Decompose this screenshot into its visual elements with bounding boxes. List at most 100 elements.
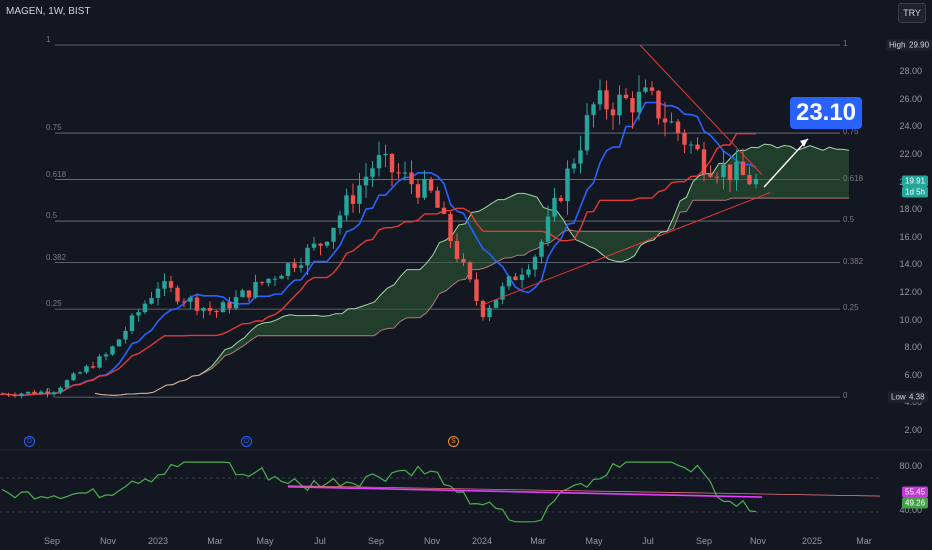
candle-body [734,161,739,181]
candle-body [630,98,635,113]
time-axis-label: Sep [43,536,61,546]
candle-body [604,90,609,110]
rsi-ma-value: 55.45 [902,486,929,498]
candle-body [181,301,187,303]
candle-body [84,366,89,373]
ichimoku-cloud [95,144,849,396]
candle-body [207,307,213,311]
event-marker: S [448,436,459,447]
candle-body [194,297,200,311]
fib-right-label: 1 [843,39,848,48]
target-arrow-line [763,138,809,188]
candle-body [285,263,291,276]
candle-body [266,278,271,283]
candle-body [636,91,642,113]
candle-body [617,94,622,116]
candle-body [565,168,570,202]
candle-body [318,243,323,246]
candle-body [162,281,167,289]
high-label: High [886,39,909,51]
candle-body [623,94,629,99]
candle-body [71,373,76,381]
candle-body [649,87,655,91]
candle-body [747,175,752,185]
candle-body [721,164,726,178]
fib-right-label: 0.618 [843,173,864,183]
ascending-trendline [479,192,771,307]
currency-button[interactable]: TRY [898,3,926,23]
candle-body [149,297,154,304]
price-axis-tick: 8.00 [904,342,922,353]
time-axis-label: May [256,536,274,546]
candle-body [675,121,681,134]
candle-body [695,144,700,150]
candle-body [331,227,336,242]
candle-body [708,174,713,177]
candle-body [136,312,141,316]
candle-body [688,144,694,146]
candle-body [532,256,538,270]
fib-right-label: 0.25 [843,303,859,313]
candle-body [435,190,440,208]
candle-body [753,178,759,185]
candle-body [597,90,603,105]
fib-left-label: 0.618 [46,169,67,179]
candle-body [12,395,18,397]
candle-body [45,391,50,395]
candle-body [558,197,564,202]
rsi-line [1,461,757,523]
time-axis-label: Mar [207,536,223,546]
candle-body [97,356,102,368]
candle-body [246,290,252,298]
time-axis-label: 2025 [801,536,823,546]
candle-body [591,104,596,116]
candle-body [305,247,310,266]
time-axis-label: 2023 [147,536,169,546]
fib-left-label: 0.75 [46,123,62,133]
candle-body [402,172,408,174]
price-axis-tick: 22.00 [899,149,922,159]
candle-body [64,380,70,388]
fib-right-label: 0.382 [843,256,864,266]
candle-body [220,302,226,313]
candle-body [428,179,434,191]
candle-body [506,276,512,287]
candle-body [519,274,525,281]
candle-body [526,269,531,275]
candle-body [188,297,193,302]
target-price-callout[interactable]: 23.10 [790,97,862,129]
candle-body [656,90,661,119]
time-axis-label: Jul [642,536,654,546]
candle-body [701,149,707,175]
candle-body [493,299,499,308]
candle-body [584,115,590,151]
candle-body [337,215,343,228]
candle-body [240,290,245,298]
time-axis-label: Nov [749,536,767,546]
low-value: 4.38 [906,391,928,403]
candle-body [669,121,674,123]
time-axis-label: Sep [367,536,385,546]
candle-body [409,172,414,185]
candle-body [25,391,31,394]
candle-body [298,265,304,268]
time-axis-label: Nov [99,536,117,546]
candle-body [6,394,11,396]
time-axis-label: May [585,536,603,546]
candle-body [376,155,382,169]
candle-body [214,310,219,313]
bar-countdown: 1d 5h [902,186,929,198]
event-marker: D [24,436,35,447]
candle-body [201,307,206,311]
fib-left-label: 0.382 [46,252,67,262]
candle-body [422,179,427,198]
candle-body [253,281,258,298]
time-axis-label: 2024 [471,536,493,546]
candle-body [552,197,557,217]
time-axis-label: Mar [856,536,872,546]
candle-body [474,279,479,301]
candle-body [103,354,109,357]
candle-body [90,366,96,368]
candle-body [363,176,369,186]
